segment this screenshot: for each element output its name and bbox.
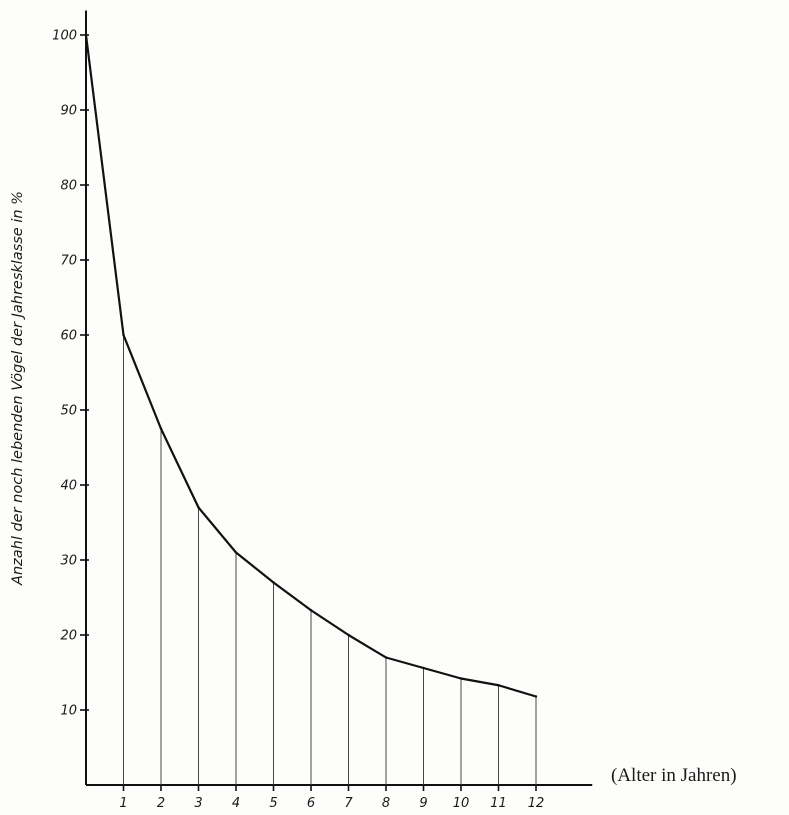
x-tick-label: 9 bbox=[419, 796, 427, 811]
data-point bbox=[309, 609, 313, 612]
x-tick-label: 3 bbox=[194, 796, 202, 811]
y-tick-label: 20 bbox=[60, 629, 77, 644]
x-tick-label: 4 bbox=[232, 796, 240, 811]
drop-lines bbox=[123, 335, 537, 785]
series-group bbox=[84, 33, 538, 698]
data-point bbox=[159, 427, 163, 430]
data-point bbox=[272, 581, 275, 584]
data-point bbox=[534, 695, 538, 698]
data-point bbox=[384, 656, 388, 659]
y-tick-label: 10 bbox=[60, 704, 77, 719]
x-tick-label: 2 bbox=[157, 796, 165, 811]
data-point bbox=[459, 677, 463, 680]
y-tick-label: 70 bbox=[60, 254, 77, 269]
y-tick-label: 90 bbox=[60, 104, 77, 119]
x-tick-label: 7 bbox=[344, 796, 353, 811]
x-tick-label: 1 bbox=[119, 796, 127, 811]
axes bbox=[85, 10, 593, 786]
x-tick-label: 5 bbox=[269, 796, 277, 811]
data-point bbox=[422, 666, 425, 670]
x-axis-title: (Alter in Jahren) bbox=[611, 765, 737, 786]
y-tick-label: 50 bbox=[60, 404, 77, 419]
x-tick-label: 11 bbox=[490, 796, 507, 811]
data-point bbox=[497, 684, 500, 687]
data-point bbox=[197, 506, 200, 509]
data-point bbox=[234, 551, 238, 554]
y-tick-label: 30 bbox=[60, 554, 77, 569]
y-tick-label: 40 bbox=[60, 479, 77, 494]
x-tick-label: 12 bbox=[528, 796, 545, 811]
y-tick-label: 100 bbox=[52, 29, 77, 44]
data-point bbox=[122, 333, 125, 337]
y-tick-label: 60 bbox=[60, 329, 77, 344]
y-axis-title: Anzahl der noch lebenden Vögel der Jahre… bbox=[10, 191, 26, 586]
x-tick-label: 6 bbox=[307, 796, 315, 811]
data-point bbox=[84, 33, 88, 37]
x-tick-label: 10 bbox=[453, 796, 470, 811]
y-tick-label: 80 bbox=[60, 179, 77, 194]
x-tick-label: 8 bbox=[382, 796, 390, 811]
survival-curve bbox=[84, 34, 537, 698]
data-point bbox=[347, 633, 350, 637]
